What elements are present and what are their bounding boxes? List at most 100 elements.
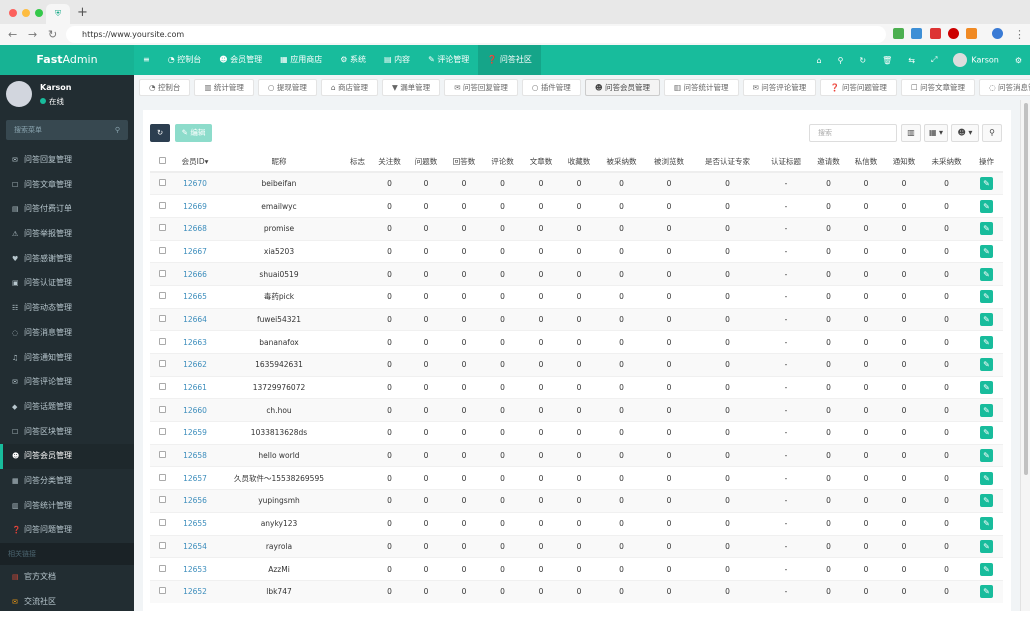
menu-item-6[interactable]: ✎ 评论管理 (419, 45, 478, 75)
column-header[interactable]: 文章数 (522, 151, 560, 173)
sidebar-item[interactable]: ▦ 问答分类管理 (0, 469, 134, 494)
sidebar-item[interactable]: ▤ 问答付费订单 (0, 197, 134, 222)
edit-button[interactable]: ✎ 编辑 (175, 124, 212, 142)
edit-row-button[interactable]: ✎ (980, 562, 993, 576)
adblock-icon[interactable] (948, 28, 959, 39)
edit-row-button[interactable]: ✎ (980, 222, 993, 236)
header-icon-4[interactable]: ⇆ (908, 55, 915, 65)
sidebar-item[interactable]: ◌ 问答消息管理 (0, 321, 134, 346)
edit-row-button[interactable]: ✎ (980, 358, 993, 372)
select-all-checkbox[interactable] (159, 156, 166, 164)
close-window-button[interactable] (9, 9, 17, 17)
search-button[interactable]: ⚲ (982, 124, 1002, 142)
row-checkbox[interactable] (159, 292, 166, 300)
header-icon-2[interactable]: ↻ (859, 55, 867, 65)
column-header[interactable] (150, 151, 175, 173)
row-checkbox[interactable] (159, 496, 166, 504)
new-tab-button[interactable]: + (77, 5, 88, 20)
browser-tab[interactable]: ⛨ (46, 4, 70, 24)
column-header[interactable]: 会员ID▾ (175, 151, 215, 173)
sidebar-item[interactable]: ☻ 问答会员管理 (0, 444, 134, 469)
tab[interactable]: ◌ 问答消息管理 (979, 79, 1030, 96)
tab[interactable]: ▥ 问答统计管理 (664, 79, 739, 96)
sidebar-item[interactable]: ◆ 问答话题管理 (0, 395, 134, 420)
member-id-link[interactable]: 12670 (183, 179, 207, 189)
row-checkbox[interactable] (159, 360, 166, 368)
menu-item-5[interactable]: ▤ 内容 (375, 45, 419, 75)
address-bar[interactable]: https://www.yoursite.com (66, 26, 886, 43)
sidebar-item[interactable]: ♫ 问答通知管理 (0, 346, 134, 371)
tab[interactable]: ▥ 统计管理 (194, 79, 254, 96)
member-id-link[interactable]: 12655 (183, 519, 207, 529)
tab[interactable]: ◔ 控制台 (139, 79, 191, 96)
column-header[interactable]: 昵称 (215, 151, 343, 173)
edit-row-button[interactable]: ✎ (980, 244, 993, 258)
sidebar-link[interactable]: ✉ 交流社区 (0, 590, 134, 615)
column-header[interactable]: 被浏览数 (645, 151, 693, 173)
extension-icon[interactable] (966, 28, 977, 39)
column-header[interactable]: 被采纳数 (598, 151, 645, 173)
tab[interactable]: ○ 插件管理 (521, 79, 581, 96)
sidebar-search-input[interactable]: 搜索菜单 ⚲ (6, 120, 128, 140)
tab[interactable]: ✉ 问答回复管理 (444, 79, 518, 96)
extension-icon[interactable] (911, 28, 922, 39)
sidebar-item[interactable]: ✉ 问答评论管理 (0, 370, 134, 395)
column-header[interactable]: 通知数 (885, 151, 923, 173)
sidebar-item[interactable]: ☐ 问答文章管理 (0, 173, 134, 198)
edit-row-button[interactable]: ✎ (980, 290, 993, 304)
extension-icon[interactable] (893, 28, 904, 39)
row-checkbox[interactable] (159, 246, 166, 254)
tab[interactable]: ❓ 问答问题管理 (820, 79, 897, 96)
logo[interactable]: FastAdmin (0, 45, 134, 75)
tab[interactable]: ⌂ 商店管理 (320, 79, 379, 96)
row-checkbox[interactable] (159, 201, 166, 209)
member-id-link[interactable]: 12666 (183, 269, 207, 279)
row-checkbox[interactable] (159, 269, 166, 277)
refresh-button[interactable]: ↻ (150, 124, 170, 142)
header-icon-0[interactable]: ⌂ (816, 55, 822, 65)
member-id-link[interactable]: 12660 (183, 405, 207, 415)
edit-row-button[interactable]: ✎ (980, 199, 993, 213)
edit-row-button[interactable]: ✎ (980, 403, 993, 417)
column-header[interactable]: 标志 (343, 151, 372, 173)
maximize-window-button[interactable] (35, 9, 43, 17)
edit-row-button[interactable]: ✎ (980, 494, 993, 508)
row-checkbox[interactable] (159, 564, 166, 572)
sidebar-item[interactable]: ⚠ 问答举报管理 (0, 222, 134, 247)
columns-toggle-button[interactable]: ▥ (901, 124, 921, 142)
member-id-link[interactable]: 12669 (183, 201, 207, 211)
member-id-link[interactable]: 12667 (183, 246, 207, 256)
scrollbar[interactable] (1020, 100, 1030, 611)
edit-row-button[interactable]: ✎ (980, 471, 993, 485)
edit-row-button[interactable]: ✎ (980, 426, 993, 440)
member-id-link[interactable]: 12668 (183, 224, 207, 234)
column-header[interactable]: 问题数 (407, 151, 445, 173)
member-id-link[interactable]: 12653 (183, 564, 207, 574)
edit-row-button[interactable]: ✎ (980, 312, 993, 326)
search-input[interactable]: 搜索 (809, 124, 897, 142)
column-header[interactable]: 是否认证专家 (693, 151, 762, 173)
member-id-link[interactable]: 12652 (183, 587, 207, 597)
menu-item-4[interactable]: ⚙ 系统 (331, 45, 375, 75)
menu-item-7[interactable]: ❓ 问答社区 (478, 45, 541, 75)
sidebar-item[interactable]: ☐ 问答区块管理 (0, 420, 134, 445)
member-id-link[interactable]: 12658 (183, 451, 207, 461)
edit-row-button[interactable]: ✎ (980, 267, 993, 281)
edit-row-button[interactable]: ✎ (980, 585, 993, 599)
export-button[interactable]: ▦ ▾ (924, 124, 948, 142)
edit-row-button[interactable]: ✎ (980, 335, 993, 349)
header-icon-5[interactable]: ⤢ (930, 55, 938, 64)
column-header[interactable]: 私信数 (847, 151, 885, 173)
row-checkbox[interactable] (159, 428, 166, 436)
column-header[interactable]: 评论数 (483, 151, 522, 173)
member-id-link[interactable]: 12659 (183, 428, 207, 438)
sidebar-item[interactable]: ♥ 问答感谢管理 (0, 247, 134, 272)
row-checkbox[interactable] (159, 519, 166, 527)
sidebar-item[interactable]: ☷ 问答动态管理 (0, 296, 134, 321)
row-checkbox[interactable] (159, 587, 166, 595)
menu-icon[interactable]: ⋮ (1014, 28, 1025, 41)
edit-row-button[interactable]: ✎ (980, 517, 993, 531)
member-id-link[interactable]: 12661 (183, 383, 207, 393)
sidebar-item[interactable]: ▣ 问答认证管理 (0, 271, 134, 296)
menu-item-3[interactable]: ▦ 应用商店 (271, 45, 331, 75)
